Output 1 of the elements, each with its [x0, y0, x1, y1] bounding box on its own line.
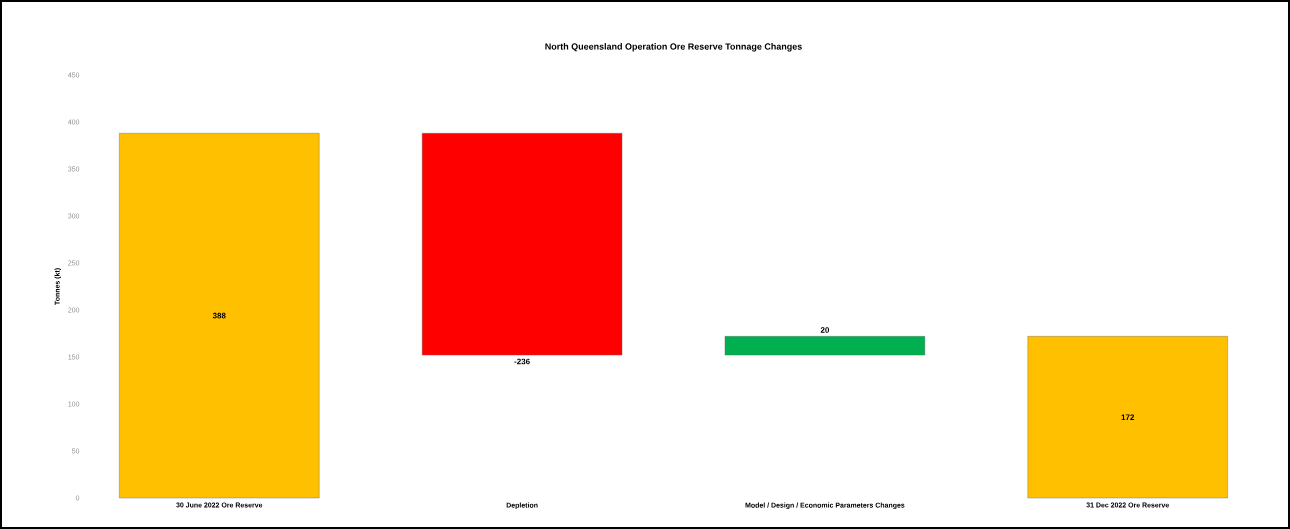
chart-title: North Queensland Operation Ore Reserve Tonnage Changes: [545, 43, 802, 52]
